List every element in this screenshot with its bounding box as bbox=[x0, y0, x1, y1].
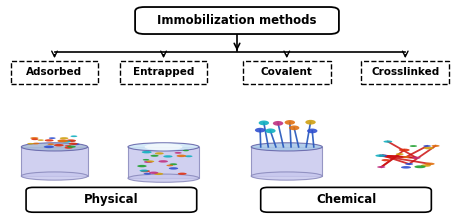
Ellipse shape bbox=[21, 172, 88, 180]
Ellipse shape bbox=[68, 140, 75, 142]
Circle shape bbox=[259, 121, 269, 125]
Ellipse shape bbox=[396, 153, 404, 155]
Ellipse shape bbox=[183, 150, 189, 151]
Text: Adsorbed: Adsorbed bbox=[27, 67, 82, 77]
Ellipse shape bbox=[412, 157, 420, 159]
Ellipse shape bbox=[251, 143, 322, 151]
Ellipse shape bbox=[45, 139, 54, 141]
FancyBboxPatch shape bbox=[135, 7, 339, 34]
Circle shape bbox=[265, 129, 275, 133]
Ellipse shape bbox=[425, 163, 435, 165]
Ellipse shape bbox=[67, 146, 76, 148]
Text: Physical: Physical bbox=[84, 193, 139, 206]
FancyBboxPatch shape bbox=[261, 187, 431, 212]
Circle shape bbox=[255, 128, 265, 133]
Ellipse shape bbox=[169, 163, 177, 165]
Ellipse shape bbox=[154, 173, 164, 175]
Ellipse shape bbox=[399, 149, 410, 151]
Ellipse shape bbox=[382, 159, 390, 161]
Circle shape bbox=[305, 120, 316, 125]
Ellipse shape bbox=[141, 170, 150, 172]
Ellipse shape bbox=[401, 166, 411, 169]
Ellipse shape bbox=[49, 137, 55, 139]
Ellipse shape bbox=[72, 143, 80, 145]
Ellipse shape bbox=[155, 152, 164, 154]
Ellipse shape bbox=[185, 155, 192, 157]
Polygon shape bbox=[21, 147, 88, 176]
Ellipse shape bbox=[144, 173, 151, 175]
Polygon shape bbox=[128, 147, 199, 178]
Ellipse shape bbox=[21, 143, 88, 151]
Ellipse shape bbox=[402, 156, 410, 158]
FancyBboxPatch shape bbox=[11, 61, 99, 84]
Ellipse shape bbox=[139, 170, 148, 172]
Ellipse shape bbox=[54, 144, 64, 146]
Text: Entrapped: Entrapped bbox=[133, 67, 194, 77]
Ellipse shape bbox=[423, 145, 431, 147]
Ellipse shape bbox=[146, 160, 154, 162]
FancyBboxPatch shape bbox=[243, 61, 331, 84]
FancyBboxPatch shape bbox=[26, 187, 197, 212]
Ellipse shape bbox=[65, 139, 76, 142]
Ellipse shape bbox=[71, 135, 77, 137]
Text: Crosslinked: Crosslinked bbox=[371, 67, 439, 77]
Ellipse shape bbox=[128, 174, 199, 182]
Ellipse shape bbox=[31, 138, 38, 140]
Ellipse shape bbox=[57, 140, 68, 142]
Ellipse shape bbox=[137, 165, 147, 167]
Ellipse shape bbox=[30, 137, 38, 139]
Ellipse shape bbox=[379, 154, 387, 157]
Ellipse shape bbox=[166, 165, 173, 166]
Ellipse shape bbox=[144, 161, 153, 163]
Ellipse shape bbox=[431, 145, 439, 147]
Ellipse shape bbox=[421, 164, 431, 167]
Text: Chemical: Chemical bbox=[316, 193, 376, 206]
Ellipse shape bbox=[158, 160, 168, 163]
Circle shape bbox=[307, 129, 318, 133]
Ellipse shape bbox=[150, 155, 159, 157]
Ellipse shape bbox=[58, 140, 67, 142]
Ellipse shape bbox=[377, 166, 385, 168]
Text: Covalent: Covalent bbox=[261, 67, 313, 77]
Ellipse shape bbox=[69, 143, 78, 145]
Ellipse shape bbox=[32, 143, 39, 145]
Ellipse shape bbox=[64, 147, 73, 149]
Ellipse shape bbox=[176, 155, 186, 157]
Ellipse shape bbox=[383, 140, 392, 143]
Ellipse shape bbox=[44, 146, 54, 148]
Ellipse shape bbox=[142, 151, 152, 153]
FancyBboxPatch shape bbox=[119, 61, 207, 84]
Ellipse shape bbox=[145, 143, 182, 150]
FancyBboxPatch shape bbox=[361, 61, 449, 84]
Ellipse shape bbox=[410, 145, 417, 147]
Ellipse shape bbox=[174, 152, 182, 154]
Ellipse shape bbox=[62, 140, 71, 143]
Ellipse shape bbox=[128, 143, 199, 151]
Ellipse shape bbox=[163, 155, 173, 158]
Ellipse shape bbox=[149, 172, 158, 174]
Ellipse shape bbox=[60, 137, 68, 139]
Ellipse shape bbox=[251, 172, 322, 180]
Ellipse shape bbox=[143, 159, 149, 161]
Text: Immobilization methods: Immobilization methods bbox=[157, 14, 317, 27]
Polygon shape bbox=[251, 147, 322, 176]
Ellipse shape bbox=[47, 143, 54, 145]
Ellipse shape bbox=[414, 165, 426, 168]
Ellipse shape bbox=[65, 145, 72, 147]
Circle shape bbox=[284, 120, 295, 125]
Circle shape bbox=[273, 121, 283, 126]
Ellipse shape bbox=[375, 154, 385, 157]
Ellipse shape bbox=[405, 163, 413, 165]
Ellipse shape bbox=[37, 139, 44, 141]
Ellipse shape bbox=[169, 167, 178, 170]
Ellipse shape bbox=[27, 143, 34, 145]
Ellipse shape bbox=[178, 173, 187, 175]
Circle shape bbox=[289, 125, 300, 130]
Ellipse shape bbox=[424, 147, 434, 149]
